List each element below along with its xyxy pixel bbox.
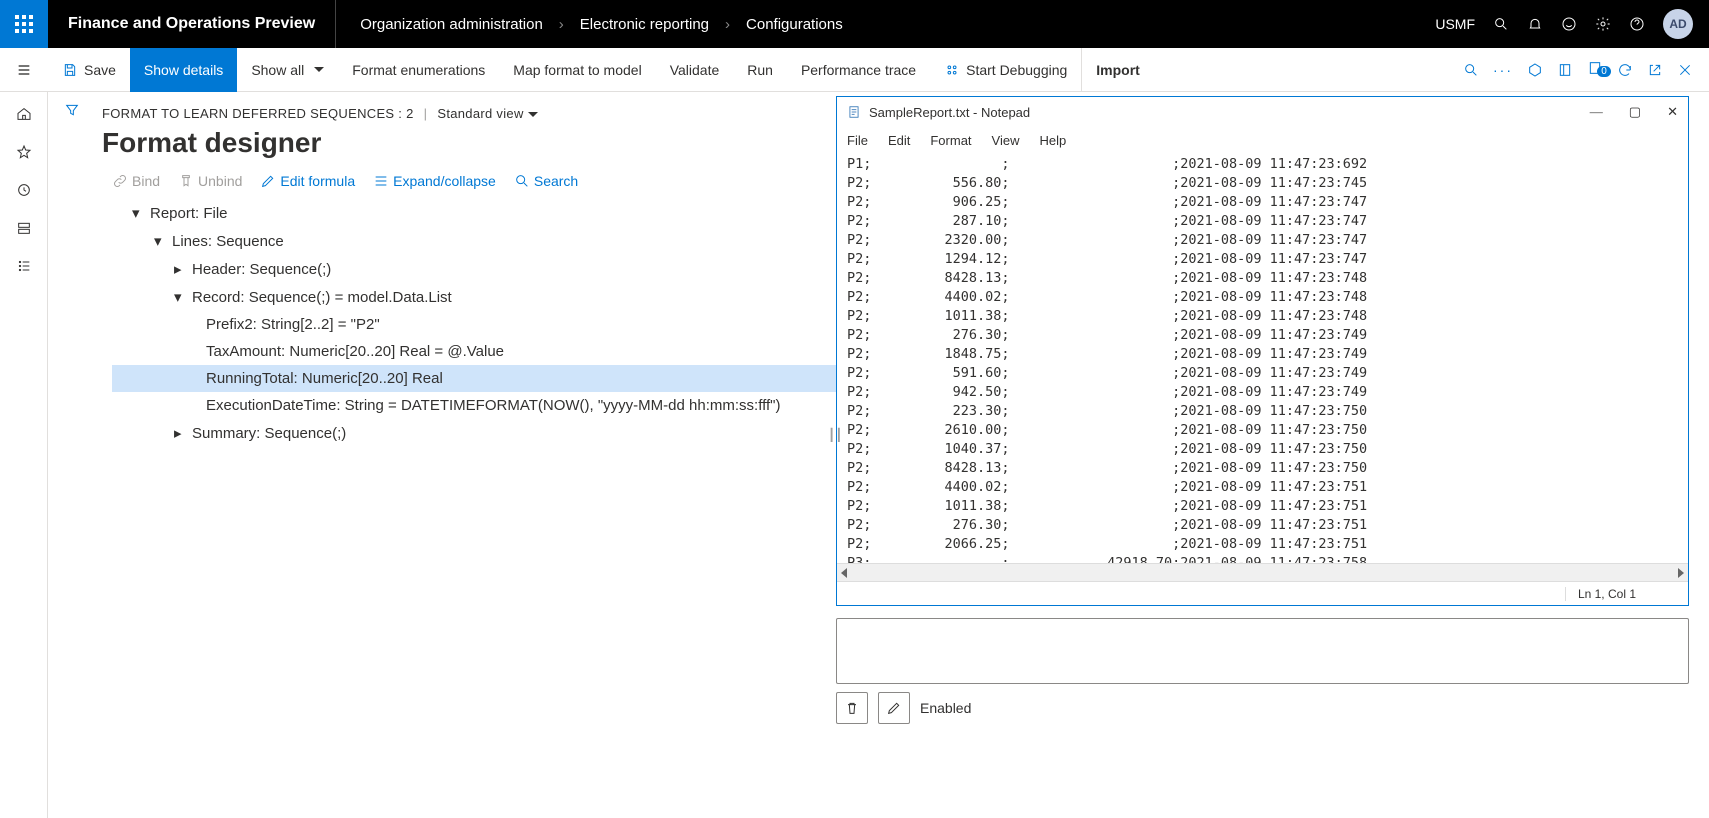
- notepad-icon: [847, 105, 861, 119]
- tree-node-lines[interactable]: ▾Lines: Sequence: [112, 227, 836, 255]
- popout-icon[interactable]: [1647, 62, 1663, 78]
- page-title: Format designer: [102, 127, 836, 159]
- close-icon[interactable]: [1677, 62, 1693, 78]
- tree-node-prefix[interactable]: Prefix2: String[2..2] = "P2": [112, 311, 836, 338]
- breadcrumb: Organization administration › Electronic…: [336, 16, 843, 33]
- np-menu-edit[interactable]: Edit: [888, 133, 910, 148]
- save-icon: [62, 62, 78, 78]
- notepad-title: SampleReport.txt - Notepad: [869, 105, 1030, 120]
- crumb-er[interactable]: Electronic reporting: [580, 16, 709, 33]
- unbind-button: Unbind: [178, 173, 242, 189]
- format-enumerations-button[interactable]: Format enumerations: [338, 48, 499, 92]
- search-icon[interactable]: [1493, 16, 1509, 32]
- map-format-button[interactable]: Map format to model: [499, 48, 655, 92]
- tree-node-execution-dt[interactable]: ExecutionDateTime: String = DATETIMEFORM…: [112, 392, 836, 419]
- search-cmd-icon[interactable]: [1463, 62, 1479, 78]
- np-menu-view[interactable]: View: [992, 133, 1020, 148]
- tree-node-tax-amount[interactable]: TaxAmount: Numeric[20..20] Real = @.Valu…: [112, 338, 836, 365]
- avatar[interactable]: AD: [1663, 9, 1693, 39]
- start-debug-label: Start Debugging: [966, 62, 1067, 78]
- more-icon[interactable]: ···: [1493, 62, 1513, 78]
- np-menu-help[interactable]: Help: [1039, 133, 1066, 148]
- notepad-content[interactable]: P1; ; ;2021-08-09 11:47:23:692 P2; 556.8…: [837, 153, 1688, 563]
- config-breadcrumb: FORMAT TO LEARN DEFERRED SEQUENCES : 2: [102, 106, 414, 121]
- waffle-menu[interactable]: [0, 0, 48, 48]
- tree-node-running-total[interactable]: RunningTotal: Numeric[20..20] Real: [112, 365, 836, 392]
- show-details-button[interactable]: Show details: [130, 48, 237, 92]
- tree-node-summary[interactable]: ▸Summary: Sequence(;): [112, 419, 836, 447]
- star-icon[interactable]: [16, 144, 32, 160]
- expand-collapse-button[interactable]: Expand/collapse: [373, 173, 496, 189]
- run-button[interactable]: Run: [733, 48, 787, 92]
- start-debugging-button[interactable]: Start Debugging: [930, 48, 1081, 92]
- tree-node-record[interactable]: ▾Record: Sequence(;) = model.Data.List: [112, 283, 836, 311]
- clock-icon[interactable]: [16, 182, 32, 198]
- notepad-window: SampleReport.txt - Notepad — ▢ ✕ File Ed…: [836, 96, 1689, 606]
- formula-textarea[interactable]: [836, 618, 1689, 684]
- edit-button[interactable]: [878, 692, 910, 724]
- edit-formula-button[interactable]: Edit formula: [260, 173, 355, 189]
- list-icon[interactable]: [16, 258, 32, 274]
- np-menu-format[interactable]: Format: [930, 133, 971, 148]
- minimize-icon[interactable]: —: [1590, 104, 1603, 120]
- notification-badge: 0: [1597, 66, 1611, 77]
- filter-pane: [48, 92, 96, 818]
- filter-icon[interactable]: [64, 102, 80, 118]
- save-label: Save: [84, 62, 116, 78]
- tree-node-header[interactable]: ▸Header: Sequence(;): [112, 255, 836, 283]
- top-bar: Finance and Operations Preview Organizat…: [0, 0, 1709, 48]
- gear-icon[interactable]: [1595, 16, 1611, 32]
- view-selector[interactable]: Standard view: [437, 106, 537, 121]
- show-all-button[interactable]: Show all: [237, 48, 338, 92]
- save-button[interactable]: Save: [48, 48, 130, 92]
- notifications-button[interactable]: 0: [1587, 60, 1603, 79]
- window-close-icon[interactable]: ✕: [1667, 104, 1678, 120]
- format-tree: ▾Report: File ▾Lines: Sequence ▸Header: …: [102, 199, 836, 447]
- help-icon[interactable]: [1629, 16, 1645, 32]
- validate-button[interactable]: Validate: [656, 48, 734, 92]
- left-rail: [0, 92, 48, 818]
- hamburger-menu[interactable]: [0, 48, 48, 92]
- np-menu-file[interactable]: File: [847, 133, 868, 148]
- attachment-icon[interactable]: [1527, 62, 1543, 78]
- notepad-menu: File Edit Format View Help: [837, 127, 1688, 153]
- crumb-org-admin[interactable]: Organization administration: [360, 16, 543, 33]
- import-button[interactable]: Import: [1081, 48, 1154, 92]
- performance-trace-button[interactable]: Performance trace: [787, 48, 930, 92]
- smile-icon[interactable]: [1561, 16, 1577, 32]
- delete-button[interactable]: [836, 692, 868, 724]
- module-icon[interactable]: [16, 220, 32, 236]
- home-icon[interactable]: [16, 106, 32, 122]
- maximize-icon[interactable]: ▢: [1629, 104, 1641, 120]
- bell-icon[interactable]: [1527, 16, 1543, 32]
- tree-search-button[interactable]: Search: [514, 173, 578, 189]
- app-name: Finance and Operations Preview: [48, 0, 336, 48]
- command-bar: Save Show details Show all Format enumer…: [0, 48, 1709, 92]
- tree-node-report[interactable]: ▾Report: File: [112, 199, 836, 227]
- office-icon[interactable]: [1557, 62, 1573, 78]
- refresh-icon[interactable]: [1617, 62, 1633, 78]
- pane-splitter[interactable]: ┃┃: [828, 432, 836, 458]
- debug-icon: [944, 62, 960, 78]
- bind-button: Bind: [112, 173, 160, 189]
- notepad-cursor-pos: Ln 1, Col 1: [1565, 587, 1648, 601]
- legal-entity[interactable]: USMF: [1435, 16, 1475, 32]
- notepad-scrollbar[interactable]: [837, 563, 1688, 581]
- crumb-config[interactable]: Configurations: [746, 16, 843, 33]
- enabled-label: Enabled: [920, 700, 971, 716]
